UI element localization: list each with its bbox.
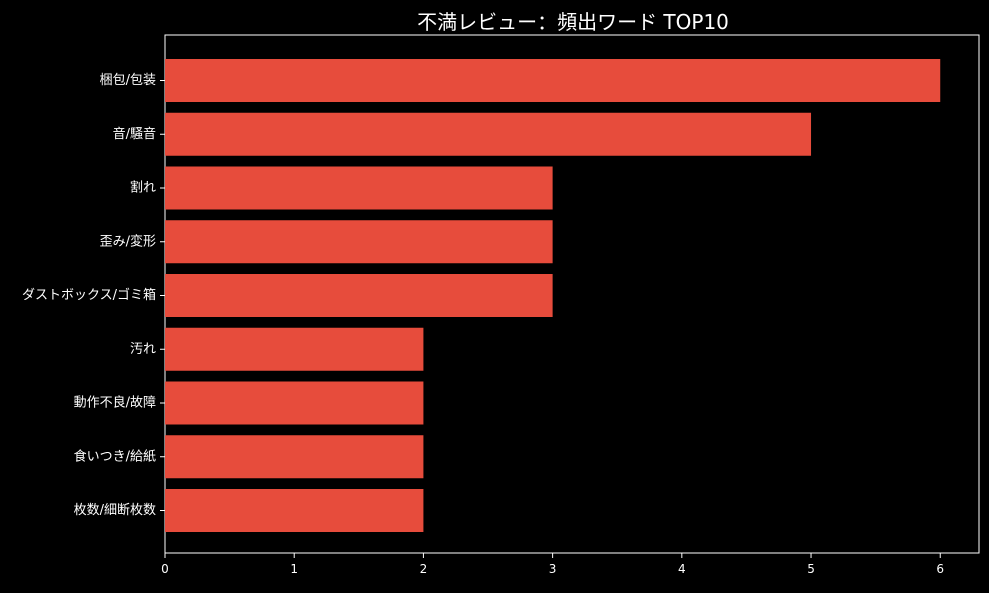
- x-ticks: 0 1 2 3 4 5 6: [161, 553, 944, 576]
- bar-3: [165, 220, 553, 264]
- y-tick-label: 枚数/細断枚数: [74, 503, 156, 518]
- x-tick-label: 4: [678, 562, 686, 576]
- bar-0: [165, 59, 941, 102]
- bar-8: [165, 489, 424, 532]
- bar-2: [165, 166, 553, 210]
- x-tick-label: 6: [936, 562, 944, 576]
- y-tick-label: 食いつき/給紙: [74, 448, 156, 464]
- y-tick-label: 割れ: [130, 180, 156, 196]
- x-tick-label: 3: [549, 562, 557, 576]
- x-tick-label: 1: [290, 562, 298, 576]
- y-tick-label: 汚れ: [130, 342, 156, 357]
- bars-group: [165, 59, 941, 532]
- bar-5: [165, 327, 424, 371]
- y-tick-label: 音/騒音: [113, 126, 156, 142]
- y-tick-label: ダストボックス/ゴミ箱: [22, 287, 156, 303]
- x-tick-label: 5: [807, 562, 815, 576]
- y-tick-label: 梱包/包装: [100, 73, 156, 88]
- y-tick-label: 歪み/変形: [100, 233, 156, 249]
- y-tick-label: 動作不良/故障: [74, 395, 156, 411]
- bar-6: [165, 381, 424, 425]
- x-tick-label: 0: [161, 562, 169, 576]
- x-tick-label: 2: [420, 562, 428, 576]
- bar-1: [165, 112, 812, 156]
- chart-title: 不満レビュー：頻出ワード TOP10: [417, 10, 729, 34]
- bar-4: [165, 274, 553, 317]
- bar-7: [165, 435, 424, 479]
- y-tick-labels: 梱包/包装音/騒音割れ歪み/変形ダストボックス/ゴミ箱汚れ動作不良/故障食いつき…: [22, 73, 165, 518]
